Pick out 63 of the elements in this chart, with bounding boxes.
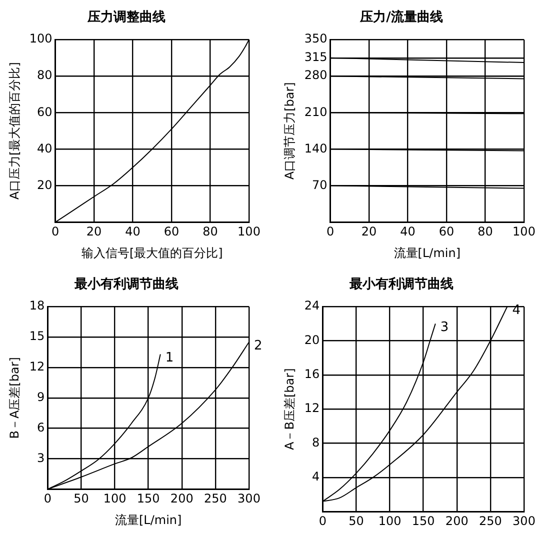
x-tick-label: 150 (412, 514, 435, 528)
y-tick-label: 70 (312, 178, 328, 192)
x-tick-label: 50 (348, 514, 364, 528)
x-tick-label: 200 (445, 514, 468, 528)
y-axis-title: A口调节压力[bar] (282, 82, 296, 180)
y-tick-label: 6 (37, 420, 45, 434)
x-axis-title: 流量[L/min] (394, 246, 461, 260)
x-tick-label: 200 (170, 492, 194, 506)
x-tick-label: 20 (361, 224, 377, 239)
y-axis-title: B－A压差[bar] (7, 357, 22, 439)
x-tick-label: 250 (478, 514, 502, 528)
x-tick-label: 0 (318, 514, 326, 528)
x-tick-label: 20 (86, 224, 102, 239)
y-tick-label: 20 (304, 332, 320, 347)
chart-title: 最小有利调节曲线 (74, 276, 178, 292)
y-tick-label: 20 (37, 178, 52, 192)
y-tick-label: 40 (37, 141, 52, 156)
series-label: 2 (254, 338, 262, 354)
y-tick-label: 8 (312, 435, 320, 450)
y-tick-label: 4 (312, 470, 320, 484)
x-tick-label: 80 (478, 224, 493, 239)
y-tick-label: 350 (304, 32, 328, 46)
series-label: 3 (440, 320, 449, 336)
y-axis-title: A－B压差[bar] (282, 368, 296, 450)
y-tick-label: 16 (304, 367, 320, 382)
series-label: 1 (165, 350, 174, 366)
x-tick-label: 100 (103, 492, 126, 506)
x-tick-label: 0 (44, 492, 52, 506)
x-tick-label: 300 (238, 492, 260, 506)
x-tick-label: 60 (438, 224, 454, 239)
y-tick-label: 315 (304, 50, 328, 64)
chart-title: 压力调整曲线 (86, 10, 166, 26)
x-tick-label: 40 (125, 224, 140, 239)
x-tick-label: 0 (326, 224, 334, 239)
x-tick-label: 50 (74, 492, 89, 506)
x-tick-label: 250 (204, 492, 227, 506)
y-tick-label: 9 (37, 390, 45, 404)
chart-title: 最小有利调节曲线 (348, 276, 454, 292)
y-tick-label: 12 (304, 401, 320, 416)
x-axis-title: 流量[L/min] (114, 512, 182, 527)
y-tick-label: 80 (37, 68, 52, 82)
y-tick-label: 18 (29, 298, 45, 313)
x-tick-label: 100 (238, 224, 260, 239)
x-tick-label: 60 (164, 224, 180, 239)
x-tick-label: 300 (512, 514, 536, 528)
chart-title: 压力/流量曲线 (359, 9, 443, 26)
x-tick-label: 100 (378, 514, 402, 528)
y-axis-title: A口压力[最大值的百分比] (7, 62, 22, 200)
x-tick-label: 100 (512, 224, 536, 239)
y-tick-label: 15 (29, 329, 45, 344)
y-tick-label: 12 (29, 360, 45, 374)
x-tick-label: 150 (136, 492, 160, 506)
y-tick-label: 24 (304, 298, 320, 313)
x-tick-label: 0 (51, 224, 60, 239)
y-tick-label: 210 (304, 104, 328, 119)
x-axis-title: 输入信号[最大值的百分比] (81, 246, 223, 260)
x-tick-label: 40 (400, 224, 416, 239)
x-tick-label: 80 (202, 224, 218, 239)
y-tick-label: 140 (304, 141, 328, 156)
y-tick-label: 100 (29, 32, 52, 46)
y-tick-label: 60 (37, 104, 52, 119)
y-tick-label: 3 (37, 450, 45, 465)
y-tick-label: 280 (304, 68, 328, 82)
